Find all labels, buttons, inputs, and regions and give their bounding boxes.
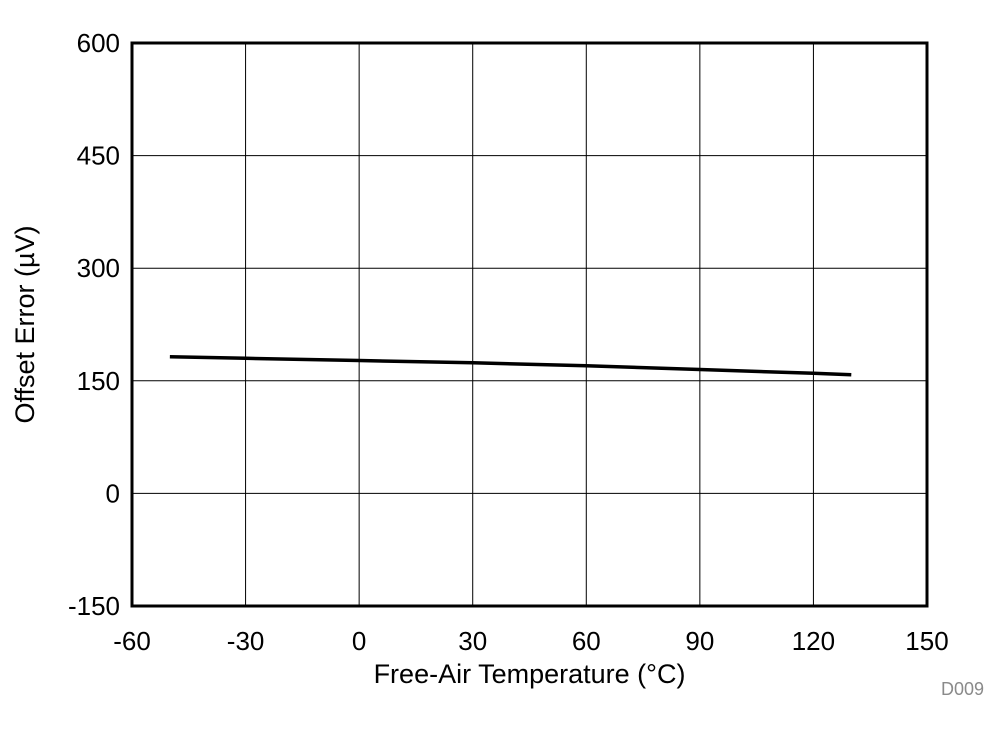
- y-tick-label: -150: [68, 591, 120, 621]
- x-tick-label: -60: [113, 626, 151, 656]
- y-tick-label: 0: [106, 478, 120, 508]
- x-tick-label: 0: [352, 626, 366, 656]
- x-tick-label: -30: [227, 626, 265, 656]
- grid-lines: [132, 43, 927, 606]
- tick-labels: -60 -30 0 30 60 90 120 150 -150 0 150 300 450 600: [68, 28, 949, 656]
- x-tick-label: 30: [458, 626, 487, 656]
- y-axis-title: Offset Error (µV): [10, 225, 40, 423]
- x-tick-label: 60: [572, 626, 601, 656]
- y-tick-label: 450: [77, 141, 120, 171]
- x-tick-label: 120: [792, 626, 835, 656]
- x-tick-label: 150: [905, 626, 948, 656]
- y-tick-label: 600: [77, 28, 120, 58]
- y-tick-label: 150: [77, 366, 120, 396]
- plot-frame: [130, 41, 929, 608]
- x-axis-title: Free-Air Temperature (°C): [374, 659, 686, 689]
- y-tick-label: 300: [77, 253, 120, 283]
- plot-background: [132, 43, 927, 606]
- series-group: [169, 355, 852, 377]
- x-tick-label: 90: [685, 626, 714, 656]
- series-line: [169, 355, 852, 377]
- figure-id-label: D009: [941, 679, 984, 699]
